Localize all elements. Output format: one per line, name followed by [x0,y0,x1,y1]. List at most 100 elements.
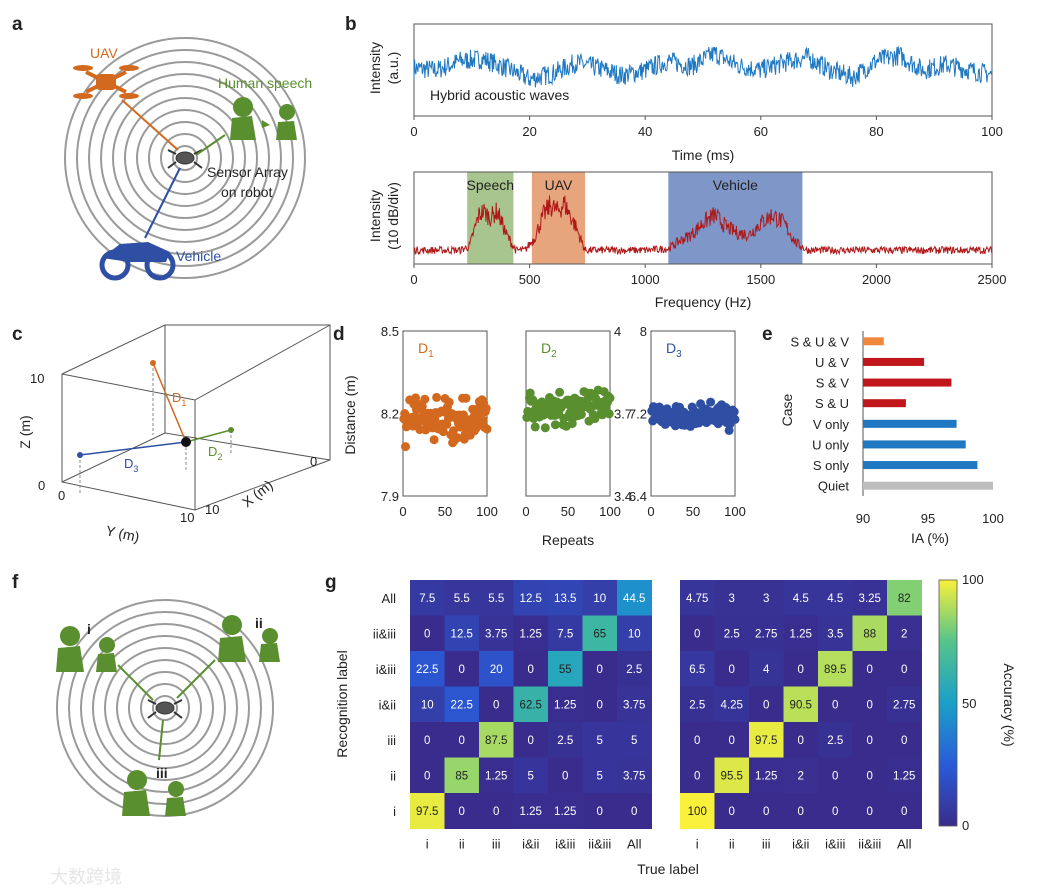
e-bar [863,399,906,408]
d-x-tick: 0 [522,504,529,519]
d-point [401,442,410,452]
heatmap-cell [444,793,480,829]
heatmap-value: 2.5 [557,735,573,747]
heatmap-value: 0 [901,664,907,676]
heatmap-value: 55 [559,664,572,676]
heatmap-cell [749,615,784,652]
heatmap-value: 0 [694,628,700,640]
c-d3-vector [79,441,187,456]
heatmap-cell [852,757,888,794]
heatmap-value: 0 [763,699,769,711]
band-label: Speech [467,177,514,193]
heatmap-value: 0 [867,735,873,747]
heatmap-value: 0 [867,770,873,782]
heatmap-value: 0 [798,806,804,818]
heatmap-cell [818,580,853,616]
heatmap-value: 22.5 [451,699,473,711]
heatmap-cell [887,793,922,829]
heatmap-cell [513,651,549,687]
b-bottom-axis-label: Intensity (10 dB/div) [367,182,401,250]
d-point [400,409,410,418]
d-point [444,397,454,407]
watermark: 大数跨境 [50,867,122,887]
g-x-tick: All [627,837,642,852]
heatmap-cell [617,722,652,758]
heatmap-cell [548,615,583,652]
heatmap-cell [714,793,750,829]
d-point [540,423,550,433]
heatmap-cell [479,757,514,794]
heatmap-value: 7.5 [419,593,435,605]
heatmap-cell [513,615,549,652]
heatmap-cell [582,757,618,794]
concentric-rings [64,37,306,279]
g-x-tick: i&ii [522,837,539,852]
heatmap-value: 82 [898,593,911,605]
g-x-tick: ii [459,837,465,852]
uav-arrow [121,99,179,151]
panel-c-3d-plot [61,324,331,511]
panel-e-bar-chart: S & U & V U & V S & V S & U V only U only S on… [790,331,1004,526]
d-point [706,397,716,407]
heatmap-cell [513,757,549,794]
d-ylabel: Distance (m) [342,375,358,454]
heatmap-cell [887,651,922,687]
c-y-tick-10: 10 [180,510,194,525]
d-x-tick: 0 [647,504,654,519]
heatmap-cell [444,651,480,687]
heatmap-value: 0 [528,735,534,747]
e-category-label: S & U & V [790,334,849,349]
heatmap-value: 0 [901,806,907,818]
c-robot-point [181,437,191,447]
d-point [438,427,448,437]
d-point [482,424,492,434]
heatmap-cell [680,722,715,758]
heatmap-value: 12.5 [520,593,542,605]
heatmap-value: 5 [528,770,534,782]
panel-label-d: d [333,324,345,345]
g-x-tick: i [426,837,429,852]
c-d3-label: D3 [124,456,138,474]
heatmap-cell [783,757,819,794]
heatmap-cell [783,580,819,616]
heatmap-cell [617,615,652,652]
heatmap-cell [852,651,888,687]
d-x-tick: 50 [438,504,452,519]
f-arrow-ii [176,659,216,699]
band-label: UAV [545,177,573,193]
heatmap-value: 0 [597,664,603,676]
heatmap-value: 0 [694,770,700,782]
heatmap-cell [887,580,922,616]
heatmap-cell [818,651,853,687]
heatmap-cell [852,580,888,616]
b-top-xlabel: Time (ms) [672,147,734,163]
heatmap-cell [548,580,583,616]
heatmap-cell [852,615,888,652]
b-bottom-ylabel: Intensity [367,190,383,242]
c-d2-vector [185,429,232,443]
heatmap-value: 44.5 [623,593,645,605]
heatmap-value: 10 [628,628,641,640]
vehicle-label: Vehicle [176,248,221,264]
speaker-pair-icon [122,770,186,816]
e-bar [863,378,952,387]
heatmap-value: 4.5 [793,593,809,605]
heatmap-cell [479,580,514,616]
ring [100,73,270,243]
heatmap-value: 5.5 [454,593,470,605]
e-bar [863,337,884,346]
d-series-label: D2 [541,340,557,360]
speech-arrow [195,134,226,156]
heatmap-cell [410,686,445,723]
d-point [605,393,615,403]
heatmap-value: 0 [729,664,735,676]
heatmap-cell [617,793,652,829]
d-y-tick: 8 [640,324,647,339]
e-xlabel: IA (%) [911,530,949,546]
heatmap-value: 97.5 [755,735,777,747]
f-label-ii: ii [255,615,263,631]
heatmap-value: 0 [763,806,769,818]
heatmap-value: 0 [493,806,499,818]
heatmap-value: 5 [597,770,603,782]
g-ylabel: Recognition label [334,650,350,757]
